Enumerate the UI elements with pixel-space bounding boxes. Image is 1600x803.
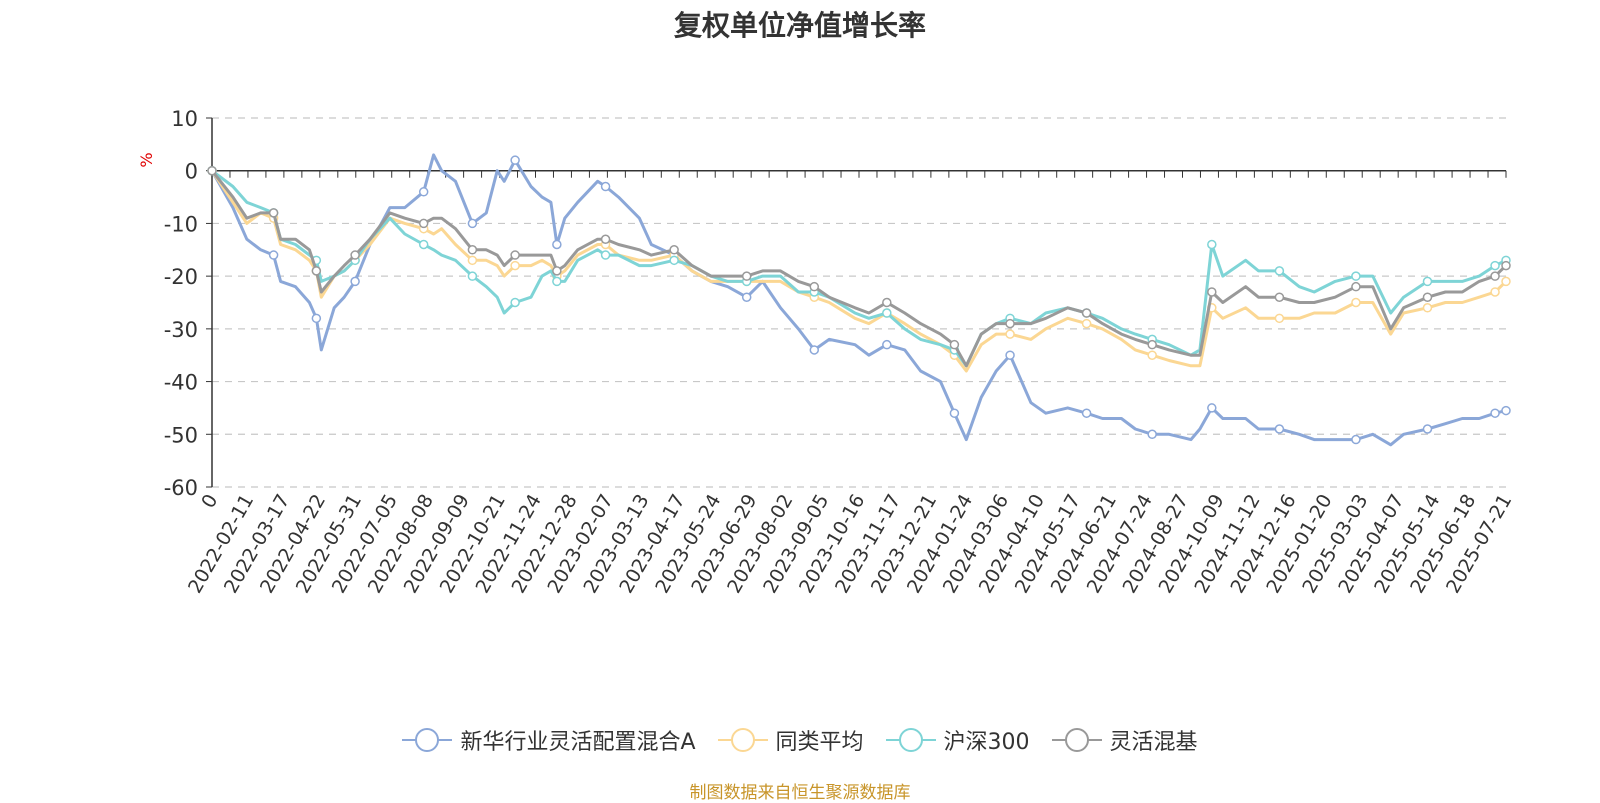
data-point: [1422, 303, 1433, 313]
data-point: [1351, 281, 1361, 292]
data-point: [600, 234, 611, 244]
data-point: [467, 255, 478, 266]
legend-marker-icon: [885, 728, 936, 752]
y-tick-label: -60: [164, 476, 198, 500]
data-point: [1207, 403, 1217, 413]
y-tick-label: -50: [164, 423, 198, 447]
data-point: [552, 239, 562, 250]
data-point: [669, 245, 679, 255]
data-point: [1081, 318, 1092, 329]
data-point: [1005, 318, 1015, 329]
legend-item-2[interactable]: 沪深300: [885, 724, 1030, 756]
data-point: [1422, 292, 1433, 302]
legend-label: 沪深300: [943, 730, 1030, 755]
data-point: [809, 281, 820, 292]
axes: 100-10-20-30-40-50-6002022-02-112022-03-…: [164, 107, 1517, 597]
chart-title: 复权单位净值增长率: [673, 9, 926, 42]
data-point: [1490, 260, 1500, 271]
data-point: [1501, 276, 1511, 287]
data-point: [741, 292, 752, 302]
data-point: [809, 345, 820, 355]
y-tick-label: -40: [164, 371, 198, 395]
data-point: [1081, 408, 1092, 418]
data-point: [467, 245, 478, 255]
legend-marker-icon: [1051, 728, 1102, 752]
data-point: [467, 218, 478, 229]
data-point: [510, 155, 520, 165]
legend-label: 新华行业灵活配置混合A: [460, 730, 696, 755]
data-point: [1274, 292, 1285, 302]
data-point: [1351, 434, 1361, 445]
x-tick-label: 0: [197, 491, 222, 512]
legend-marker-icon: [402, 728, 453, 752]
data-point: [1147, 339, 1157, 350]
data-point: [1490, 271, 1500, 281]
data-point: [207, 165, 217, 176]
data-point: [669, 255, 679, 266]
source-note: 制图数据来自恒生聚源数据库: [689, 783, 911, 803]
data-point: [882, 308, 892, 318]
data-point: [510, 250, 520, 260]
data-point: [311, 266, 322, 276]
data-point: [600, 250, 611, 260]
series-line-0: [210, 153, 1507, 447]
data-point: [1207, 287, 1217, 297]
data-point: [418, 218, 429, 229]
data-point: [1351, 297, 1361, 308]
data-point: [552, 266, 562, 276]
data-point: [350, 250, 360, 260]
y-tick-label: -10: [164, 212, 198, 236]
y-tick-label: 10: [171, 107, 198, 131]
legend: 新华行业灵活配置混合A 同类平均 沪深300 灵活混基: [0, 722, 1600, 758]
data-point: [1081, 308, 1092, 318]
legend-label: 同类平均: [775, 730, 864, 755]
data-point: [949, 408, 960, 418]
data-point: [1274, 313, 1285, 324]
data-point: [418, 187, 429, 197]
data-point: [600, 181, 611, 192]
data-point: [311, 313, 322, 324]
data-point: [882, 297, 892, 308]
series-line-2: [211, 169, 1507, 368]
legend-marker-icon: [717, 728, 768, 752]
data-point: [1490, 408, 1500, 418]
data-point: [1147, 350, 1157, 360]
y-tick-label: -30: [164, 318, 198, 342]
data-point: [1422, 276, 1433, 287]
data-point: [268, 208, 279, 218]
data-point: [949, 339, 960, 350]
data-point: [552, 276, 562, 287]
data-point: [418, 239, 429, 250]
data-point: [1005, 329, 1015, 339]
data-point: [1501, 405, 1511, 416]
data-point: [1274, 424, 1285, 434]
y-axis-unit-label: %: [137, 152, 156, 167]
legend-item-1[interactable]: 同类平均: [717, 724, 864, 756]
data-point: [350, 276, 360, 287]
data-point: [1501, 260, 1511, 271]
data-point: [1207, 239, 1217, 250]
legend-item-0[interactable]: 新华行业灵活配置混合A: [402, 724, 696, 756]
data-point: [1274, 266, 1285, 276]
data-point: [1490, 287, 1500, 297]
series-line-3: [210, 169, 1508, 368]
data-point: [510, 297, 520, 308]
y-tick-label: -20: [164, 265, 198, 289]
data-point: [467, 271, 478, 281]
data-point: [510, 260, 520, 271]
data-point: [882, 339, 892, 350]
series-line-1: [210, 169, 1508, 373]
data-point: [741, 271, 752, 281]
legend-item-3[interactable]: 灵活混基: [1051, 724, 1198, 756]
data-point: [1005, 350, 1015, 360]
data-point: [268, 250, 279, 260]
series-lines: [207, 153, 1511, 447]
y-tick-label: 0: [185, 160, 198, 184]
legend-label: 灵活混基: [1109, 730, 1198, 755]
data-point: [1147, 429, 1157, 440]
data-point: [1422, 424, 1433, 434]
data-point: [1351, 271, 1361, 281]
